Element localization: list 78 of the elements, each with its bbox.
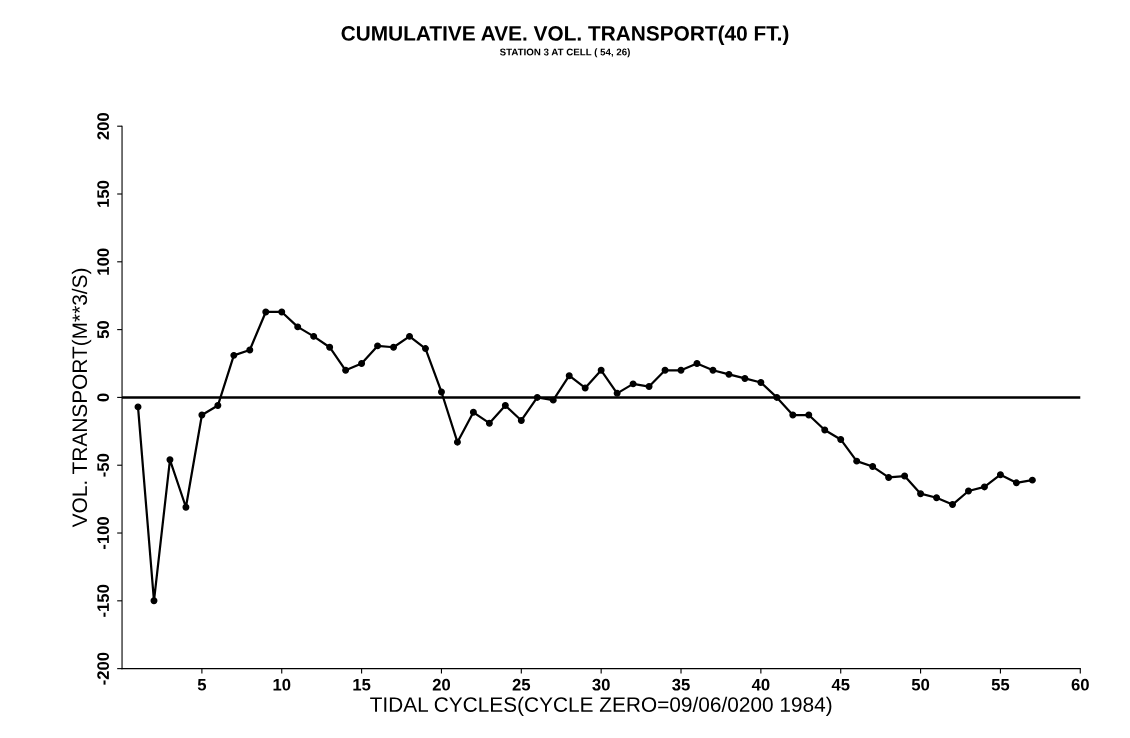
x-axis-title: TIDAL CYCLES(CYCLE ZERO=09/06/0200 1984) (370, 696, 832, 717)
x-tick-label: 5 (197, 678, 207, 691)
point (741, 374, 749, 382)
x-tick-label: 50 (911, 678, 930, 691)
point (1012, 479, 1020, 487)
x-tick-label: 55 (991, 678, 1010, 691)
point (853, 457, 861, 465)
point (949, 501, 956, 509)
point (342, 366, 350, 374)
point (437, 388, 445, 396)
point (230, 351, 238, 359)
point (725, 370, 733, 378)
point (374, 342, 382, 350)
point (901, 472, 909, 480)
y-tick-label: 150 (97, 180, 110, 207)
point (326, 343, 334, 351)
point (469, 408, 477, 416)
point (917, 490, 925, 498)
point (933, 494, 941, 502)
point (406, 332, 413, 340)
point (453, 438, 461, 446)
point (805, 411, 813, 419)
y-tick-label: 50 (97, 321, 110, 339)
point (996, 471, 1004, 479)
point (214, 402, 222, 410)
point (422, 345, 429, 353)
point (693, 360, 701, 367)
point (757, 379, 765, 386)
chart-title: CUMULATIVE AVE. VOL. TRANSPORT(40 FT.) (341, 25, 789, 45)
point (358, 360, 366, 367)
x-tick-label: 40 (751, 678, 770, 691)
y-tick-label: 100 (97, 248, 110, 275)
x-tick-label: 10 (273, 678, 291, 691)
point (821, 426, 829, 434)
y-tick-label: -100 (97, 517, 110, 550)
y-tick-label: -200 (97, 652, 110, 685)
y-axis-title: VOL. TRANSPORT(M**3/S) (71, 268, 92, 528)
y-tick-label: 0 (97, 393, 110, 402)
point (182, 503, 190, 511)
point (150, 597, 158, 605)
x-tick-label: 15 (353, 678, 371, 691)
x-tick-label: 45 (831, 678, 850, 691)
point (246, 346, 254, 354)
x-tick-label: 30 (592, 678, 610, 691)
point (629, 380, 637, 388)
point (1028, 476, 1036, 484)
point (661, 366, 669, 374)
point (869, 463, 877, 471)
point (198, 411, 206, 419)
point (789, 411, 797, 419)
point (965, 487, 972, 495)
chart-subtitle: STATION 3 AT CELL ( 54, 26) (499, 48, 630, 58)
x-tick-label: 35 (672, 678, 690, 691)
point (501, 402, 509, 410)
y-tick-label: -50 (97, 453, 110, 477)
point (980, 483, 988, 491)
point (166, 456, 174, 464)
point (885, 473, 893, 481)
point (645, 383, 653, 391)
x-tick-label: 20 (432, 678, 451, 691)
point (565, 372, 573, 380)
x-tick-label: 25 (512, 678, 531, 691)
point (597, 366, 605, 374)
point (310, 332, 318, 340)
point (709, 366, 717, 374)
point (677, 366, 685, 374)
point (581, 384, 589, 392)
y-tick-label: -150 (97, 584, 110, 617)
point (613, 389, 621, 397)
point (390, 343, 398, 351)
point (294, 323, 302, 331)
point (278, 308, 286, 316)
point (485, 419, 493, 427)
y-tick-label: 200 (97, 112, 110, 140)
x-tick-label: 60 (1071, 678, 1089, 691)
point (837, 435, 845, 443)
point (517, 416, 525, 424)
point (262, 308, 270, 316)
